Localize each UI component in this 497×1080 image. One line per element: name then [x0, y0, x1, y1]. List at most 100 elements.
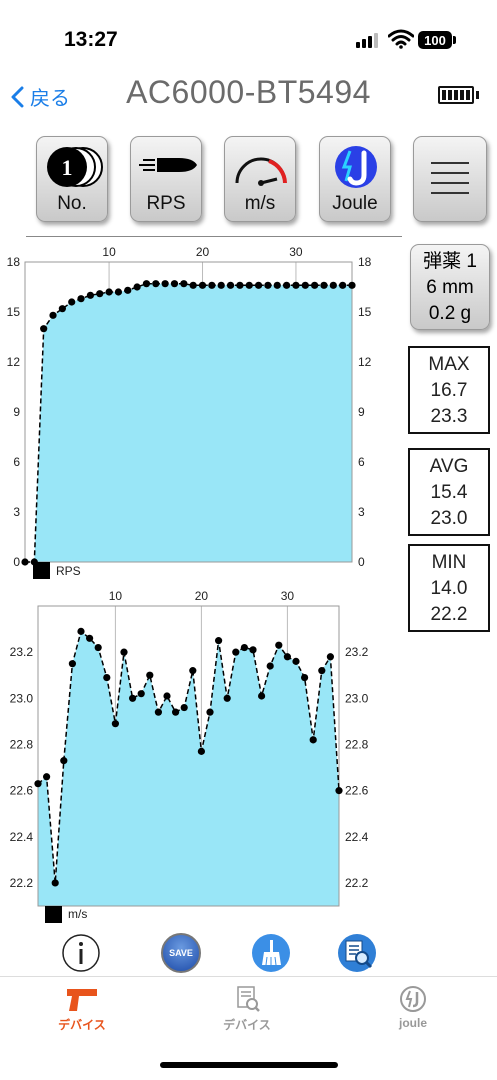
rps-button[interactable]: RPS	[130, 136, 202, 222]
data-point	[245, 281, 253, 289]
data-point	[206, 708, 214, 716]
max-ms-value: 23.3	[430, 406, 468, 427]
data-point	[124, 286, 132, 294]
data-point	[335, 787, 343, 795]
data-point	[40, 325, 48, 333]
avg-ms-value: 23.0	[430, 508, 468, 529]
min-stat-box: MIN 14.0 22.2	[408, 544, 490, 632]
y-tick-label-left: 18	[7, 255, 21, 269]
data-point	[217, 281, 225, 289]
battery-level: 100	[424, 32, 446, 48]
velocity-area	[38, 631, 339, 906]
hamburger-menu-icon	[431, 162, 469, 194]
data-point	[292, 281, 300, 289]
info-icon	[62, 934, 100, 972]
data-point	[240, 643, 248, 652]
joule-button[interactable]: Joule	[319, 136, 391, 222]
device-battery-nub	[476, 91, 479, 99]
data-point	[94, 643, 102, 652]
data-point	[266, 662, 274, 670]
save-button[interactable]: SAVE	[161, 933, 201, 973]
max-rps-value: 16.7	[430, 380, 468, 401]
y-tick-label-right: 22.4	[345, 830, 369, 844]
y-tick-label-left: 15	[7, 305, 21, 319]
clear-button[interactable]	[251, 933, 291, 973]
data-point	[273, 281, 281, 289]
y-tick-label-left: 23.2	[10, 645, 34, 659]
y-tick-label-right: 23.0	[345, 691, 369, 705]
data-point	[96, 290, 104, 298]
rps-plot-frame	[24, 261, 353, 563]
y-tick-label-right: 22.2	[345, 876, 369, 890]
broom-icon	[252, 934, 290, 972]
x-tick-label: 30	[281, 590, 295, 603]
wifi-icon	[388, 29, 414, 49]
battery-nub	[453, 36, 456, 44]
info-button[interactable]	[61, 933, 101, 973]
data-point	[309, 736, 317, 744]
y-tick-label-left: 3	[13, 505, 20, 519]
battery-status-icon: 100	[418, 31, 452, 49]
y-tick-label-right: 23.2	[345, 645, 369, 659]
data-point	[21, 558, 29, 566]
velocity-legend-swatch	[45, 906, 62, 923]
max-stat-box: MAX 16.7 23.3	[408, 346, 490, 434]
data-point	[208, 281, 216, 289]
avg-label: AVG	[429, 456, 469, 477]
tab-device[interactable]: デバイス	[32, 985, 132, 1033]
data-point	[198, 281, 207, 289]
y-tick-label-right: 22.6	[345, 784, 369, 798]
data-point	[311, 281, 319, 289]
back-label: 戻る	[30, 88, 70, 110]
min-label: MIN	[431, 552, 467, 573]
data-point	[77, 627, 85, 635]
tabbar-divider	[0, 976, 497, 977]
velocity-legend-label: m/s	[68, 907, 87, 921]
rps-button-label: RPS	[146, 193, 186, 214]
y-tick-label-left: 6	[13, 455, 20, 469]
tab-device-log-label: デバイス	[223, 1018, 271, 1032]
rps-chart: 0 3 6 9 12 15 18 0 3 6 9 12 15 18 10 20 30 RPS	[7, 245, 372, 579]
tab-joule[interactable]: joule	[363, 985, 463, 1030]
y-tick-label-right: 0	[358, 555, 365, 569]
data-point	[43, 773, 51, 781]
ammo-weight: 0.2 g	[428, 303, 472, 324]
bullet-icon	[139, 158, 197, 172]
velocity-plot-frame	[37, 605, 340, 907]
ms-button-label: m/s	[244, 193, 276, 214]
data-point	[137, 690, 145, 698]
data-point	[58, 305, 66, 313]
y-tick-label-left: 22.2	[10, 876, 34, 890]
report-button[interactable]	[337, 933, 377, 973]
x-tick-label: 20	[196, 245, 210, 259]
speedometer-icon	[235, 157, 287, 186]
back-button[interactable]: 戻る	[10, 82, 70, 111]
data-point	[161, 280, 169, 288]
data-point	[86, 634, 94, 642]
menu-button[interactable]	[413, 136, 487, 222]
data-point	[129, 694, 137, 702]
y-tick-label-right: 3	[358, 505, 365, 519]
svg-text:1: 1	[62, 155, 73, 180]
y-tick-label-right: 12	[358, 355, 372, 369]
max-label: MAX	[428, 354, 470, 375]
data-point	[180, 280, 188, 288]
chevron-left-icon	[11, 86, 24, 107]
y-tick-label-right: 18	[358, 255, 372, 269]
ms-button[interactable]: m/s	[224, 136, 296, 222]
data-point	[180, 703, 188, 712]
avg-rps-value: 15.4	[430, 482, 468, 503]
no-button[interactable]: 1 No.	[36, 136, 108, 222]
min-ms-value: 22.2	[430, 604, 468, 625]
data-point	[197, 747, 205, 755]
data-point	[223, 694, 231, 702]
y-tick-label-left: 22.4	[10, 830, 34, 844]
x-tick-label: 20	[195, 590, 209, 603]
tab-device-log[interactable]: デバイス	[197, 985, 297, 1033]
data-point	[329, 281, 337, 289]
data-point	[142, 280, 151, 288]
data-point	[320, 281, 328, 289]
x-tick-label: 10	[102, 245, 116, 259]
ammo-button[interactable]: 弾薬 1 6 mm 0.2 g	[410, 244, 490, 330]
y-tick-label-right: 15	[358, 305, 372, 319]
